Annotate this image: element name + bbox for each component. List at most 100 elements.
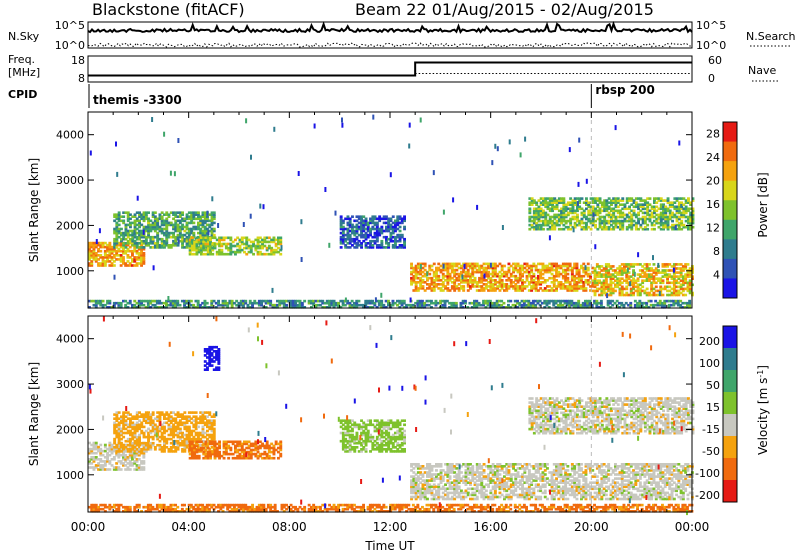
echo-cell bbox=[661, 275, 665, 278]
echo-cell bbox=[564, 262, 568, 266]
echo-cell bbox=[165, 231, 169, 235]
echo-cell bbox=[117, 249, 121, 253]
echo-cell bbox=[90, 299, 94, 303]
echo-cell bbox=[514, 274, 518, 278]
echo-cell bbox=[487, 272, 490, 276]
echo-cell bbox=[190, 417, 194, 420]
echo-cell bbox=[135, 441, 139, 445]
echo-cell bbox=[666, 289, 669, 293]
echo-cell bbox=[140, 229, 144, 233]
freq-tick-top: 18 bbox=[71, 54, 85, 67]
echo-cell bbox=[653, 223, 656, 227]
echo-cell bbox=[188, 446, 192, 450]
echo-cell bbox=[210, 433, 214, 437]
echo-cell bbox=[652, 277, 656, 280]
echo-cell bbox=[387, 244, 391, 247]
echo-cell bbox=[573, 285, 577, 288]
echo-cell bbox=[138, 237, 141, 241]
echo-cell bbox=[176, 415, 180, 418]
echo-cell bbox=[330, 303, 334, 307]
echo-cell bbox=[203, 231, 207, 235]
echo-cell bbox=[634, 223, 638, 227]
echo-cell bbox=[339, 225, 343, 229]
echo-cell bbox=[535, 203, 539, 206]
echo-cell bbox=[668, 211, 672, 215]
echo-cell bbox=[570, 303, 574, 307]
echo-cell bbox=[133, 245, 137, 249]
echo-cell bbox=[416, 266, 420, 270]
echo-cell bbox=[677, 217, 681, 221]
echo-cell bbox=[589, 274, 592, 278]
echo-cell bbox=[566, 264, 570, 268]
echo-cell bbox=[188, 240, 192, 244]
echo-cell bbox=[375, 306, 379, 309]
echo-cell bbox=[634, 289, 638, 293]
echo-cell bbox=[181, 417, 184, 420]
echo-cell bbox=[112, 264, 116, 267]
echo-cell bbox=[586, 279, 590, 282]
echo-cell bbox=[578, 201, 582, 204]
echo-cell bbox=[528, 203, 532, 206]
echo-cell bbox=[169, 231, 173, 235]
echo-cell bbox=[124, 446, 128, 449]
echo-cell bbox=[588, 306, 592, 309]
echo-cell bbox=[151, 117, 154, 122]
echo-cell bbox=[587, 205, 591, 209]
echo-cell bbox=[163, 448, 166, 451]
echo-cell bbox=[619, 223, 622, 227]
echo-cell bbox=[339, 237, 343, 241]
echo-cell bbox=[573, 287, 577, 290]
echo-cell bbox=[218, 252, 221, 256]
echo-cell bbox=[629, 279, 633, 282]
echo-cell bbox=[464, 281, 468, 284]
echo-cell bbox=[212, 427, 216, 431]
echo-cell bbox=[126, 429, 130, 433]
echo-cell bbox=[595, 275, 599, 278]
echo-cell bbox=[183, 299, 186, 303]
echo-cell bbox=[206, 246, 210, 250]
colorbar-tick-label: 20 bbox=[706, 175, 720, 188]
echo-cell bbox=[167, 433, 171, 437]
echo-cell bbox=[566, 272, 570, 276]
echo-cell bbox=[197, 215, 200, 218]
echo-cell bbox=[630, 203, 634, 206]
echo-cell bbox=[514, 268, 518, 272]
echo-cell bbox=[384, 299, 388, 303]
echo-cell bbox=[679, 283, 683, 287]
echo-cell bbox=[553, 205, 557, 209]
echo-cell bbox=[573, 225, 577, 229]
echo-cell bbox=[147, 421, 150, 425]
echo-cell bbox=[117, 423, 121, 427]
echo-cell bbox=[380, 246, 384, 249]
echo-cell bbox=[101, 468, 105, 471]
echo-cell bbox=[389, 303, 393, 307]
echo-cell bbox=[469, 287, 472, 290]
echo-cell bbox=[160, 244, 164, 247]
echo-cell bbox=[119, 254, 123, 257]
echo-cell bbox=[532, 215, 536, 219]
echo-cell bbox=[122, 258, 125, 261]
echo-cell bbox=[675, 217, 679, 221]
echo-cell bbox=[142, 449, 146, 453]
echo-cell bbox=[99, 262, 103, 265]
echo-cell bbox=[362, 215, 366, 218]
echo-cell bbox=[190, 444, 194, 448]
echo-cell bbox=[165, 441, 169, 445]
echo-cell bbox=[160, 211, 164, 214]
freq-label: Freq. bbox=[8, 53, 35, 66]
echo-cell bbox=[632, 199, 636, 202]
echo-cell bbox=[582, 227, 586, 231]
echo-cell bbox=[364, 235, 368, 239]
echo-cell bbox=[672, 267, 675, 273]
echo-cell bbox=[188, 250, 192, 254]
echo-cell bbox=[193, 244, 197, 248]
echo-cell bbox=[432, 289, 436, 292]
echo-cell bbox=[632, 287, 635, 291]
echo-cell bbox=[480, 274, 484, 278]
echo-cell bbox=[174, 299, 177, 303]
echo-cell bbox=[163, 417, 166, 420]
echo-cell bbox=[435, 270, 438, 274]
echo-cell bbox=[135, 429, 139, 433]
echo-cell bbox=[646, 203, 650, 206]
echo-cell bbox=[371, 246, 375, 249]
